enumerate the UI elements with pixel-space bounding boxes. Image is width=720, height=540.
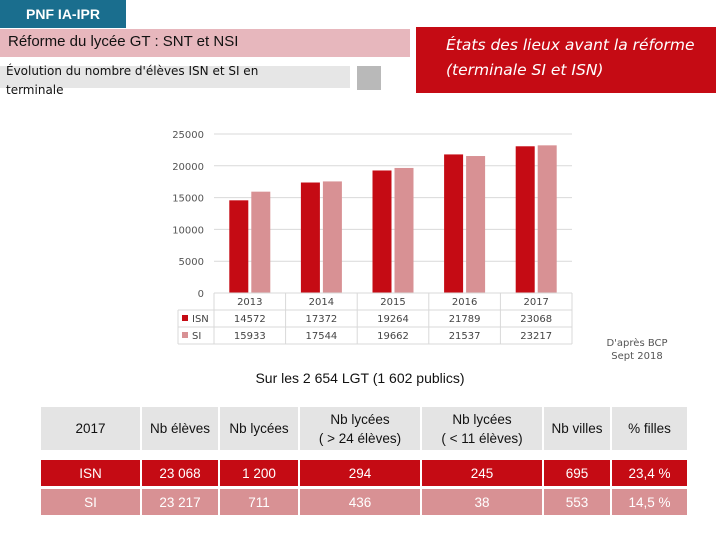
chart-gridlines — [214, 133, 572, 294]
table-header-cell: Nb lycées ( < 11 élèves) — [421, 407, 544, 450]
y-axis-ticks: 25000 20000 15000 10000 5000 0 — [172, 130, 204, 300]
table-header-nb-lycees-over24: Nb lycées ( > 24 élèves) — [318, 411, 402, 446]
table-cell: 23 217 — [141, 487, 220, 515]
source-note-line2: Sept 2018 — [611, 351, 663, 362]
y-tick-label: 10000 — [172, 225, 204, 236]
y-tick-label: 15000 — [172, 194, 204, 205]
table-header-cell: Nb élèves — [141, 407, 220, 450]
data-table-value: 23217 — [520, 331, 552, 342]
data-table-value: 17372 — [305, 314, 337, 325]
table-cell: 23,4 % — [611, 460, 689, 489]
bar-isn-2017 — [515, 146, 535, 293]
table-header-cell: Nb villes — [543, 407, 612, 450]
table-header-nb-lycees-under11: Nb lycées ( < 11 élèves) — [441, 411, 523, 446]
data-table-value: 21789 — [449, 314, 481, 325]
table-spacer — [41, 450, 688, 460]
stats-table: 2017 Nb élèves Nb lycées Nb lycées ( > 2… — [41, 407, 689, 515]
bar-isn-2015 — [372, 170, 392, 293]
table-cell: 436 — [299, 487, 422, 515]
bar-isn-2014 — [300, 182, 320, 293]
table-cell: 695 — [543, 460, 612, 489]
table-cell: ISN — [41, 460, 142, 489]
y-tick-label: 5000 — [179, 257, 204, 268]
bar-si-2015 — [394, 167, 414, 293]
table-header-nb-villes: Nb villes — [551, 421, 603, 436]
bar-si-2013 — [251, 191, 271, 293]
y-tick-label: 0 — [198, 289, 204, 300]
title-band: Réforme du lycée GT : SNT et NSI — [0, 29, 410, 57]
bar-isn-2016 — [444, 154, 464, 293]
legend-label-si: SI — [192, 331, 201, 342]
x-category-label: 2015 — [380, 297, 405, 308]
source-note-line1: D'après BCP — [606, 338, 668, 349]
y-tick-label: 25000 — [172, 130, 204, 141]
data-table-value: 19264 — [377, 314, 409, 325]
table-header-nb-eleves: Nb élèves — [149, 421, 211, 436]
data-table-value: 15933 — [234, 331, 266, 342]
table-cell: 14,5 % — [611, 487, 689, 515]
data-table-value: 14572 — [234, 314, 266, 325]
page-title: Réforme du lycée GT : SNT et NSI — [8, 33, 239, 50]
subtitle-band — [0, 66, 350, 88]
table-cell: 711 — [219, 487, 300, 515]
table-header-row: 2017 Nb élèves Nb lycées Nb lycées ( > 2… — [41, 407, 689, 450]
y-tick-label: 20000 — [172, 162, 204, 173]
x-category-label: 2017 — [523, 297, 548, 308]
data-table-value: 21537 — [449, 331, 481, 342]
data-table-value: 23068 — [520, 314, 552, 325]
table-header-pct-filles: % filles — [628, 421, 671, 436]
legend-label-isn: ISN — [192, 314, 209, 325]
x-category-label: 2013 — [237, 297, 262, 308]
data-table-value: 17544 — [305, 331, 337, 342]
bar-si-2016 — [466, 156, 486, 293]
legend-swatch-si — [182, 332, 188, 338]
summary-caption: Sur les 2 654 LGT (1 602 publics) — [255, 370, 465, 386]
x-category-label: 2014 — [309, 297, 334, 308]
callout-box: États des lieux avant la réforme (termin… — [416, 27, 716, 93]
table-cell: 553 — [543, 487, 612, 515]
table-header-year: 2017 — [75, 421, 106, 436]
source-note: D'après BCP Sept 2018 — [592, 337, 682, 363]
decorative-square — [357, 66, 381, 90]
table-header-cell: % filles — [611, 407, 689, 450]
table-header-cell: 2017 — [41, 407, 142, 450]
table-cell: 23 068 — [141, 460, 220, 489]
chart-data-table: 2013 14572 15933 2014 17372 17544 2015 19264 196… — [177, 292, 573, 345]
page-subtitle: Évolution du nombre d'élèves ISN et SI e… — [6, 64, 259, 97]
table-header-nb-lycees: Nb lycées — [229, 421, 289, 436]
x-category-label: 2016 — [452, 297, 477, 308]
bar-chart: 25000 20000 15000 10000 5000 0 2013 14572 15933… — [172, 130, 573, 345]
table-row: SI 23 217 711 436 38 553 14,5 % — [41, 487, 689, 515]
table-cell: 294 — [299, 460, 422, 489]
table-cell: 38 — [421, 487, 544, 515]
table-cell: 245 — [421, 460, 544, 489]
chart-bars — [229, 145, 557, 293]
table-row: ISN 23 068 1 200 294 245 695 23,4 % — [41, 460, 689, 489]
table-cell: SI — [41, 487, 142, 515]
bar-isn-2013 — [229, 200, 249, 293]
bar-si-2017 — [537, 145, 557, 293]
bar-si-2014 — [322, 181, 342, 293]
table-header-cell: Nb lycées — [219, 407, 300, 450]
table-cell: 1 200 — [219, 460, 300, 489]
table-header-cell: Nb lycées ( > 24 élèves) — [299, 407, 422, 450]
data-table-value: 19662 — [377, 331, 409, 342]
section-tag: PNF IA-IPR — [0, 0, 126, 28]
legend-swatch-isn — [182, 315, 188, 321]
